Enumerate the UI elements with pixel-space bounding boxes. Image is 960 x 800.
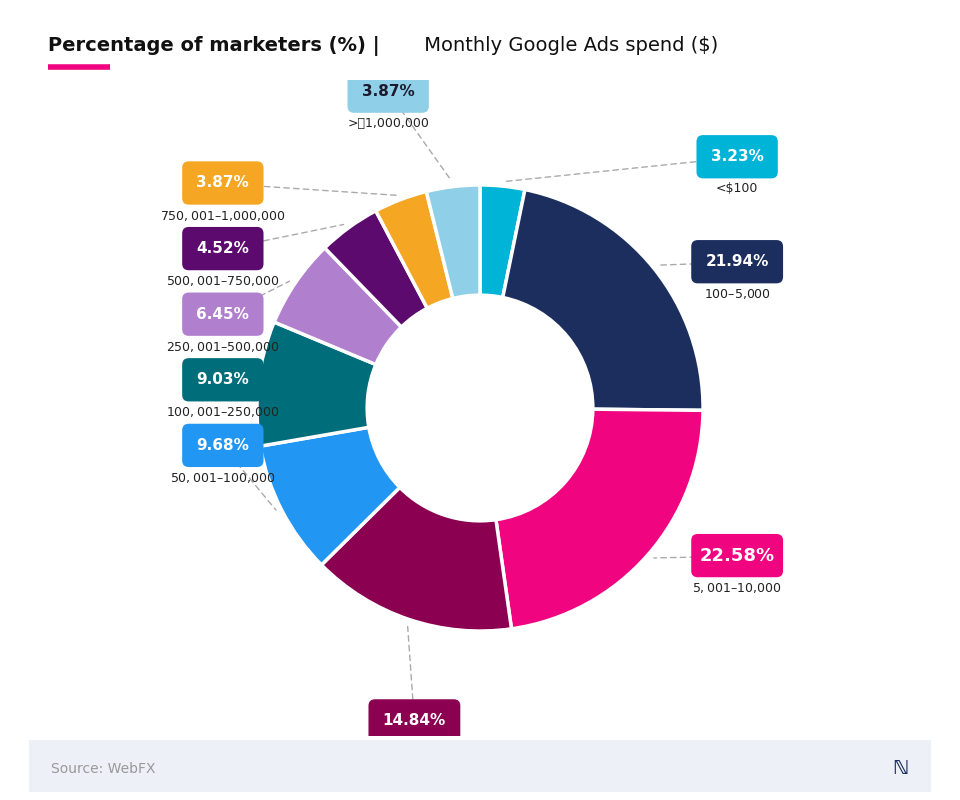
Text: $5,001–$10,000: $5,001–$10,000: [692, 581, 781, 595]
FancyBboxPatch shape: [691, 240, 783, 283]
Text: 21.94%: 21.94%: [706, 254, 769, 270]
Text: $10,001–$50,000: $10,001–$50,000: [366, 746, 463, 761]
Wedge shape: [480, 185, 525, 298]
Text: $750,001–$1,000,000: $750,001–$1,000,000: [160, 209, 285, 222]
FancyBboxPatch shape: [369, 699, 461, 742]
Text: 4.52%: 4.52%: [197, 241, 250, 256]
Wedge shape: [503, 190, 703, 410]
FancyBboxPatch shape: [182, 293, 263, 336]
Wedge shape: [375, 191, 453, 308]
FancyBboxPatch shape: [348, 70, 429, 113]
Text: 9.03%: 9.03%: [197, 372, 250, 387]
Circle shape: [372, 299, 588, 517]
Text: $250,001–$500,000: $250,001–$500,000: [166, 340, 279, 354]
Wedge shape: [257, 322, 376, 446]
Wedge shape: [260, 427, 399, 565]
Text: <$100: <$100: [716, 182, 758, 195]
Wedge shape: [324, 211, 427, 327]
Wedge shape: [275, 248, 401, 365]
Text: 3.87%: 3.87%: [362, 84, 415, 98]
Text: 3.23%: 3.23%: [710, 150, 763, 164]
Text: 9.68%: 9.68%: [197, 438, 250, 453]
Text: $100–$5,000: $100–$5,000: [704, 287, 771, 302]
FancyBboxPatch shape: [182, 358, 263, 402]
Text: 6.45%: 6.45%: [197, 306, 250, 322]
Wedge shape: [322, 487, 512, 631]
FancyBboxPatch shape: [182, 162, 263, 205]
FancyBboxPatch shape: [697, 135, 778, 178]
Text: >␤1,000,000: >␤1,000,000: [348, 117, 429, 130]
Text: $50,001–$100,000: $50,001–$100,000: [170, 471, 276, 485]
FancyBboxPatch shape: [2, 738, 958, 794]
Text: 3.87%: 3.87%: [197, 175, 250, 190]
Text: ℕ: ℕ: [892, 759, 908, 778]
FancyBboxPatch shape: [182, 424, 263, 467]
Text: $500,001–$750,000: $500,001–$750,000: [166, 274, 279, 288]
Text: 14.84%: 14.84%: [383, 714, 446, 729]
Text: Source: WebFX: Source: WebFX: [52, 762, 156, 776]
Text: $100,001–$250,000: $100,001–$250,000: [166, 406, 279, 419]
Wedge shape: [426, 185, 480, 298]
FancyBboxPatch shape: [691, 534, 783, 578]
Text: Monthly Google Ads spend ($): Monthly Google Ads spend ($): [418, 36, 718, 55]
Text: 22.58%: 22.58%: [700, 546, 775, 565]
Wedge shape: [496, 409, 703, 629]
Text: Percentage of marketers (%) |: Percentage of marketers (%) |: [48, 36, 380, 56]
FancyBboxPatch shape: [182, 227, 263, 270]
